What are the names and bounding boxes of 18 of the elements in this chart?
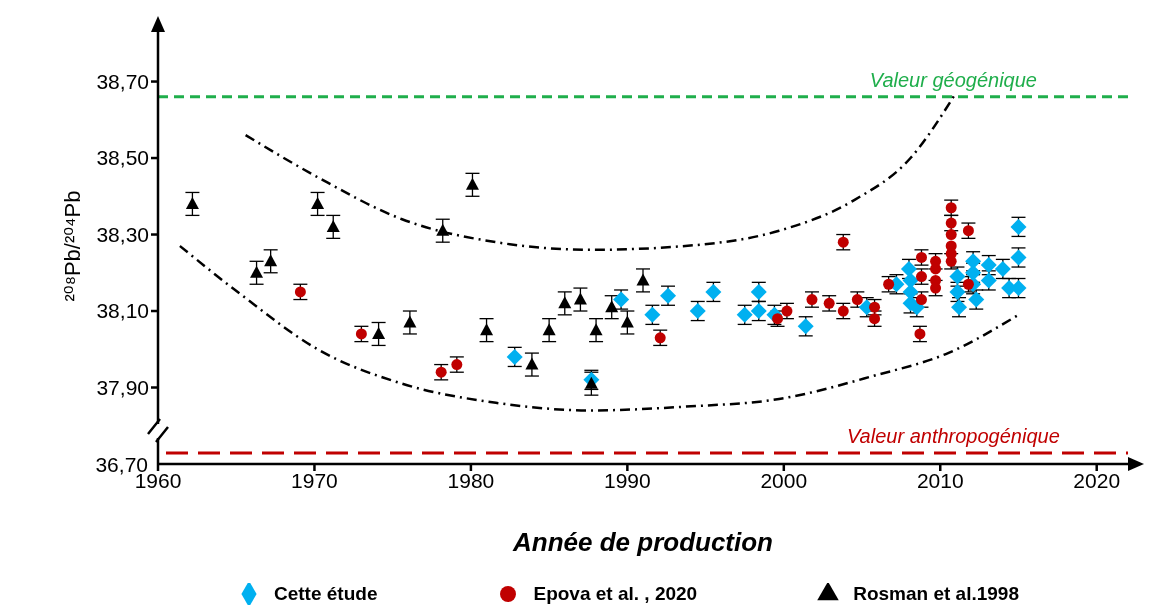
x-tick-label: 2000	[760, 468, 808, 492]
y-tick-label: 37,90	[96, 375, 149, 399]
y-tick-label: 38,50	[96, 146, 149, 170]
y-tick-label: 38,10	[96, 299, 149, 323]
x-tick-label: 1970	[291, 468, 338, 492]
x-tick-label: 2010	[916, 468, 964, 492]
y-tick-label: 38,70	[96, 70, 149, 93]
annotation: Valeur anthropogénique	[847, 425, 1060, 447]
legend-label: Rosman et al.1998	[853, 583, 1019, 605]
x-tick-label: 1980	[447, 468, 495, 492]
y-tick-label: 38,30	[96, 222, 149, 246]
legend-label: Cette étude	[274, 583, 378, 605]
x-axis-title: Année de production	[512, 527, 773, 557]
ref-line-label: Valeur géogénique	[869, 68, 1037, 91]
y-axis-title: ²⁰⁸Pb/²⁰⁴Pb	[60, 190, 85, 302]
x-tick-label: 1990	[604, 468, 651, 492]
x-tick-label: 2020	[1073, 468, 1121, 492]
legend-label: Epova et al. , 2020	[533, 583, 698, 605]
